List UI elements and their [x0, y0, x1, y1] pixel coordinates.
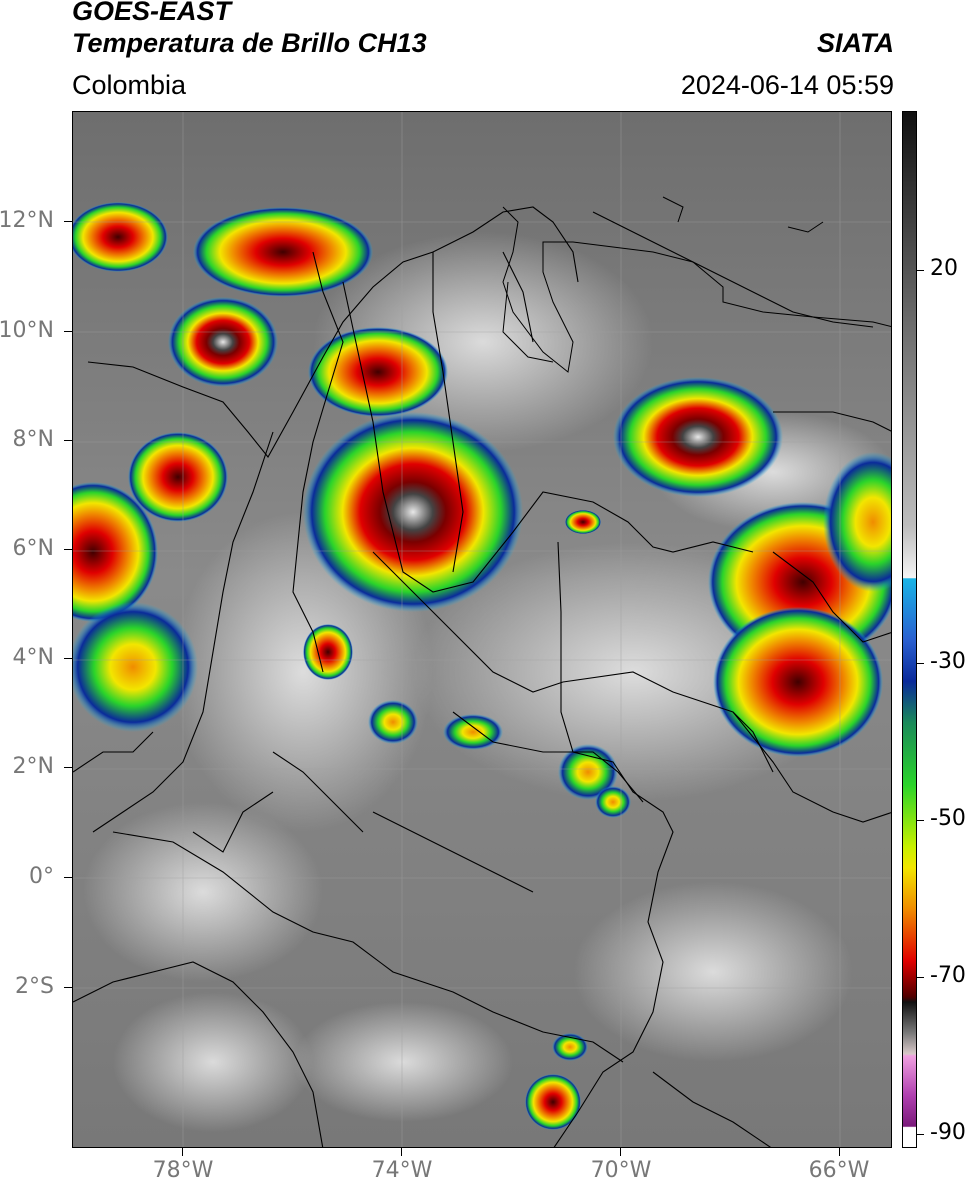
colorbar-label: -50	[930, 806, 966, 831]
lat-label: 4°N	[12, 645, 54, 670]
product-title: Temperatura de Brillo CH13	[72, 28, 427, 58]
satellite-title: GOES-EAST	[72, 0, 232, 26]
lat-label: 10°N	[0, 318, 54, 343]
storm-cells	[73, 202, 891, 1130]
lon-tick	[620, 1148, 621, 1156]
storm-cell	[713, 607, 883, 757]
storm-cell	[558, 744, 618, 800]
storm-cell	[565, 510, 601, 534]
colorbar-tick	[917, 663, 924, 664]
lat-label: 2°S	[15, 974, 54, 999]
map-svg	[73, 112, 891, 1147]
lat-label: 8°N	[12, 427, 54, 452]
storm-cell	[525, 1074, 581, 1130]
colorbar-label: -70	[930, 963, 966, 988]
lat-tick	[64, 877, 72, 878]
lat-tick	[64, 549, 72, 550]
graticule	[73, 112, 891, 1147]
storm-cell	[613, 377, 783, 497]
lat-label: 0°	[29, 864, 54, 889]
storm-cell	[73, 202, 168, 272]
storm-cell	[73, 602, 198, 732]
storm-cell	[193, 207, 373, 297]
lon-tick	[182, 1148, 183, 1156]
lon-tick	[839, 1148, 840, 1156]
colorbar-label: -30	[930, 649, 966, 674]
colorbar-label: -90	[930, 1120, 966, 1145]
lon-label: 70°W	[590, 1158, 652, 1183]
lat-tick	[64, 440, 72, 441]
storm-cell	[308, 327, 448, 417]
region-label: Colombia	[72, 70, 187, 100]
satellite-map	[72, 111, 892, 1148]
storm-cell	[303, 624, 353, 680]
coastlines	[502, 196, 891, 373]
lat-label: 2°N	[12, 754, 54, 779]
storm-cell	[443, 714, 503, 750]
lat-tick	[64, 221, 72, 222]
timestamp-label: 2024-06-14 05:59	[680, 70, 894, 100]
lat-tick	[64, 331, 72, 332]
lon-label: 74°W	[371, 1158, 433, 1183]
storm-cell	[595, 786, 631, 818]
colorbar-tick	[917, 977, 924, 978]
lat-label: 12°N	[0, 208, 54, 233]
storm-cell	[552, 1033, 588, 1061]
lat-tick	[64, 767, 72, 768]
storm-cell	[303, 412, 523, 612]
storm-cell	[73, 482, 158, 622]
storm-cell	[368, 700, 418, 744]
brand-label: SIATA	[817, 28, 894, 58]
lon-tick	[401, 1148, 402, 1156]
lon-label: 78°W	[152, 1158, 214, 1183]
country-borders	[73, 206, 891, 1147]
storm-cell	[128, 432, 228, 522]
storm-cell	[168, 297, 278, 387]
colorbar-svg	[903, 112, 916, 1147]
colorbar	[902, 111, 917, 1148]
lat-tick	[64, 987, 72, 988]
colorbar-label: 20	[930, 256, 958, 281]
colorbar-tick	[917, 270, 924, 271]
colorbar-tick	[917, 820, 924, 821]
lon-label: 66°W	[808, 1158, 870, 1183]
lat-label: 6°N	[12, 536, 54, 561]
colorbar-tick	[917, 1134, 924, 1135]
lat-tick	[64, 658, 72, 659]
